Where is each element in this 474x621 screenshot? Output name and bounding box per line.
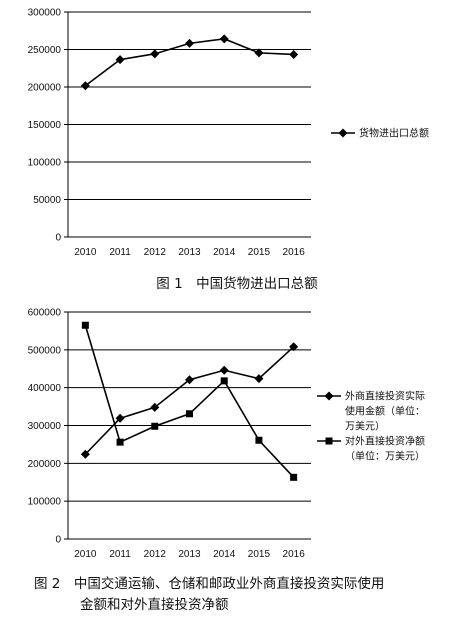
c2-series-1-point — [116, 438, 124, 446]
c2-legend-swatch-marker — [325, 437, 333, 445]
c2-y-tick-label: 200000 — [28, 459, 62, 470]
c1-series-0-point — [289, 49, 299, 59]
c1-y-tick-label: 100000 — [28, 158, 62, 169]
c2-x-tick-label: 2011 — [109, 549, 131, 560]
c1-y-tick-label: 0 — [55, 233, 61, 244]
c1-x-tick-label: 2014 — [213, 247, 236, 258]
chart-2-series — [80, 321, 299, 481]
c1-legend-label: 货物进出口总额 — [359, 127, 429, 140]
c2-y-tick-label: 100000 — [28, 497, 62, 508]
chart-1-total-trade: 0 50000 100000 150000 200000 250000 300000 201… — [28, 8, 429, 293]
c2-legend-label: 万美元） — [345, 420, 385, 433]
c2-series-0-point — [80, 449, 90, 459]
c2-legend-swatch-marker — [324, 391, 334, 401]
c1-x-tick-label: 2013 — [178, 247, 201, 258]
c2-series-0-point — [150, 402, 160, 412]
chart-2-x-tick-labels: 2010 2011 2012 2013 2014 2015 2016 — [74, 549, 305, 560]
c1-x-tick-label: 2012 — [144, 247, 167, 258]
c2-y-tick-label: 600000 — [28, 308, 62, 319]
c2-series-0-point — [219, 365, 229, 375]
c2-series-0-point — [254, 374, 264, 384]
c2-legend-label: 使用金额（单位： — [345, 405, 425, 418]
c2-x-tick-label: 2014 — [213, 549, 236, 560]
c1-y-tick-label: 300000 — [28, 8, 62, 19]
c2-x-tick-label: 2016 — [283, 549, 306, 560]
c1-series-0-point — [254, 48, 264, 58]
c1-series-0-point — [219, 34, 229, 44]
chart-1-legend: 货物进出口总额 — [331, 127, 429, 140]
chart-1-y-tick-labels: 0 50000 100000 150000 200000 250000 300000 — [28, 8, 62, 244]
c1-series-0-point — [115, 55, 125, 65]
c2-y-tick-label: 500000 — [28, 345, 62, 356]
c1-y-tick-label: 50000 — [33, 195, 61, 206]
c2-legend-label: （单位：万美元） — [345, 450, 425, 463]
chart-2-caption-line-2: 金额和对外直接投资净额 — [80, 596, 229, 613]
c1-series-0-point — [185, 38, 194, 48]
c2-series-1-line — [84, 325, 295, 478]
c2-legend-label: 外商直接投资实际 — [345, 390, 425, 403]
c2-legend-label: 对外直接投资净额 — [345, 435, 425, 448]
c1-y-tick-label: 250000 — [28, 45, 62, 56]
c1-x-tick-label: 2010 — [74, 247, 97, 258]
c2-series-1-point — [186, 410, 193, 418]
c1-y-tick-label: 150000 — [28, 120, 62, 131]
chart-2-gridlines — [64, 311, 311, 540]
c2-x-tick-label: 2015 — [248, 549, 271, 560]
chart-1-x-tick-labels: 2010 2011 2012 2013 2014 2015 2016 — [74, 247, 305, 258]
c2-x-tick-label: 2010 — [74, 549, 97, 560]
c1-x-tick-label: 2011 — [109, 247, 131, 258]
c2-x-tick-label: 2012 — [144, 549, 167, 560]
c1-x-tick-label: 2015 — [248, 247, 271, 258]
c1-series-0-point — [150, 49, 160, 59]
chart-1-caption: 图 1 中国货物进出口总额 — [156, 275, 318, 292]
c2-series-1-point — [220, 377, 228, 385]
chart-1-series — [80, 34, 299, 91]
c2-series-1-point — [255, 436, 263, 444]
c2-y-tick-label: 400000 — [28, 383, 62, 394]
c2-series-0-point — [115, 413, 125, 423]
c1-legend-swatch-marker — [338, 128, 348, 138]
c2-series-1-point — [81, 321, 89, 329]
chart-2-fdi: 0 100000 200000 300000 400000 500000 600000 20… — [28, 308, 425, 614]
c1-y-tick-label: 200000 — [28, 83, 62, 94]
chart-2-caption-line-1: 图 2 中国交通运输、仓储和邮政业外商直接投资实际使用 — [34, 575, 384, 592]
chart-2-y-tick-labels: 0 100000 200000 300000 400000 500000 600000 — [28, 308, 62, 546]
c2-y-tick-label: 0 — [55, 535, 61, 546]
c1-x-tick-label: 2016 — [283, 247, 306, 258]
c2-x-tick-label: 2013 — [178, 549, 201, 560]
c2-series-1-point — [151, 422, 159, 430]
c2-y-tick-label: 300000 — [28, 421, 62, 432]
c2-series-0-point — [289, 342, 299, 352]
c2-series-0-point — [185, 375, 194, 385]
c2-series-1-point — [290, 473, 298, 481]
c1-series-0-point — [80, 81, 90, 91]
chart-1-gridlines — [64, 11, 311, 238]
